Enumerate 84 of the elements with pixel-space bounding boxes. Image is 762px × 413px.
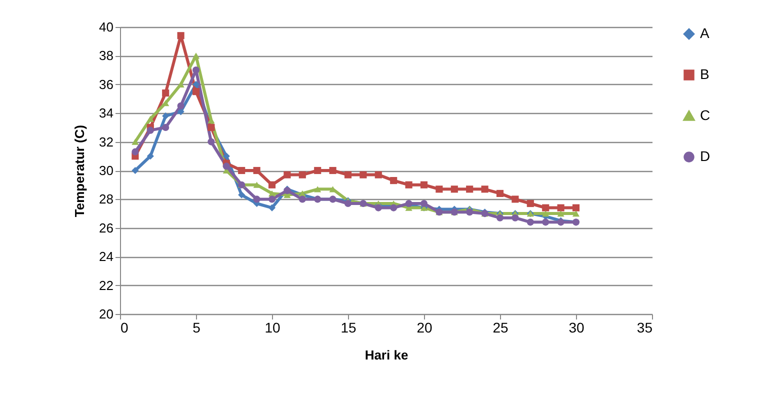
point bbox=[253, 182, 260, 188]
point bbox=[374, 204, 382, 212]
point bbox=[542, 218, 550, 226]
point bbox=[208, 138, 215, 146]
legend-label: A bbox=[700, 25, 710, 41]
y-tick-label: 26 bbox=[99, 220, 114, 236]
y-tick-label: 28 bbox=[99, 192, 114, 207]
point bbox=[512, 214, 519, 222]
point bbox=[360, 171, 367, 178]
point bbox=[420, 181, 428, 188]
point bbox=[314, 166, 322, 174]
point bbox=[481, 186, 488, 193]
point bbox=[512, 196, 519, 203]
point bbox=[192, 80, 200, 88]
point bbox=[542, 204, 550, 212]
x-tick-label: 20 bbox=[416, 320, 432, 336]
point bbox=[192, 88, 200, 96]
point bbox=[526, 218, 534, 226]
point bbox=[222, 152, 230, 160]
point bbox=[162, 112, 170, 120]
point bbox=[526, 200, 534, 208]
x-tick-label: 15 bbox=[340, 320, 356, 336]
point bbox=[572, 204, 580, 212]
y-tick-label: 38 bbox=[99, 48, 114, 64]
point bbox=[132, 148, 139, 156]
point bbox=[420, 200, 428, 208]
point bbox=[253, 196, 260, 203]
y-tick-label: 40 bbox=[99, 20, 114, 34]
y-tick-label: 32 bbox=[99, 134, 114, 150]
x-tick-label: 30 bbox=[568, 320, 584, 336]
y-tick-label: 20 bbox=[99, 306, 114, 322]
legend-label: C bbox=[700, 107, 710, 123]
y-tick-label: 24 bbox=[99, 249, 114, 264]
point bbox=[268, 181, 276, 188]
point bbox=[405, 181, 412, 188]
x-tick-label: 0 bbox=[120, 320, 128, 336]
point bbox=[177, 102, 184, 110]
point bbox=[466, 208, 474, 216]
point bbox=[146, 116, 154, 122]
point bbox=[268, 196, 276, 203]
point bbox=[466, 186, 474, 193]
x-tick-label: 25 bbox=[492, 320, 508, 336]
point bbox=[132, 138, 139, 145]
point bbox=[192, 66, 200, 74]
point bbox=[314, 186, 322, 192]
point bbox=[284, 171, 291, 178]
point bbox=[177, 32, 184, 40]
point bbox=[132, 166, 139, 174]
point bbox=[162, 89, 170, 97]
y-tick-label: 36 bbox=[99, 76, 114, 92]
point bbox=[162, 124, 170, 131]
point bbox=[450, 186, 458, 193]
legend-label: D bbox=[700, 148, 710, 164]
point bbox=[329, 166, 336, 174]
point bbox=[557, 204, 564, 212]
y-axis-title: Temperatur (C) bbox=[72, 124, 88, 218]
point bbox=[222, 162, 230, 170]
point bbox=[344, 200, 352, 208]
point bbox=[298, 171, 306, 178]
y-tick-label: 34 bbox=[99, 106, 114, 121]
point bbox=[542, 210, 550, 217]
point bbox=[146, 126, 154, 134]
y-tick-label: 30 bbox=[99, 163, 114, 178]
x-tick-label: 10 bbox=[264, 320, 280, 336]
point bbox=[374, 171, 382, 178]
point bbox=[146, 152, 154, 160]
point bbox=[496, 214, 504, 222]
point bbox=[572, 210, 580, 217]
x-tick-label: 35 bbox=[636, 320, 653, 336]
x-tick-label: 5 bbox=[192, 320, 201, 336]
point bbox=[390, 177, 398, 184]
point bbox=[298, 196, 306, 203]
point bbox=[192, 52, 200, 59]
point bbox=[344, 171, 352, 178]
point bbox=[557, 210, 564, 217]
point bbox=[436, 186, 443, 193]
point bbox=[238, 191, 246, 198]
point bbox=[253, 166, 260, 174]
x-axis-title: Hari ke bbox=[364, 348, 408, 362]
point bbox=[496, 190, 504, 197]
point bbox=[238, 166, 246, 174]
y-tick-label: 22 bbox=[99, 278, 114, 293]
legend-label: B bbox=[700, 66, 710, 82]
point bbox=[268, 204, 276, 212]
